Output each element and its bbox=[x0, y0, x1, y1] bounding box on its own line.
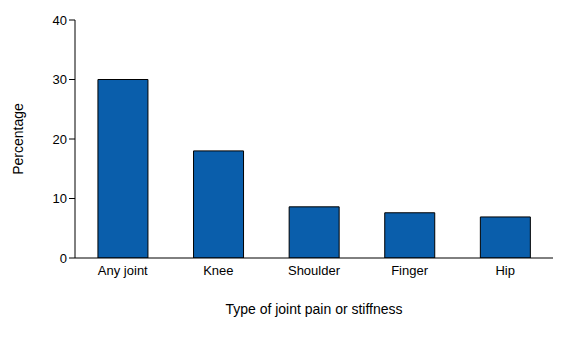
svg-text:Any joint: Any joint bbox=[98, 263, 148, 278]
svg-text:40: 40 bbox=[53, 13, 67, 28]
svg-text:Type of joint pain or stiffnes: Type of joint pain or stiffness bbox=[225, 301, 402, 317]
svg-text:Knee: Knee bbox=[203, 263, 233, 278]
svg-text:30: 30 bbox=[53, 72, 67, 87]
svg-text:Finger: Finger bbox=[391, 263, 429, 278]
svg-text:20: 20 bbox=[53, 132, 67, 147]
svg-text:0: 0 bbox=[60, 251, 67, 266]
svg-text:10: 10 bbox=[53, 191, 67, 206]
svg-text:Percentage: Percentage bbox=[10, 103, 26, 175]
svg-text:Shoulder: Shoulder bbox=[288, 263, 341, 278]
svg-text:Hip: Hip bbox=[495, 263, 515, 278]
